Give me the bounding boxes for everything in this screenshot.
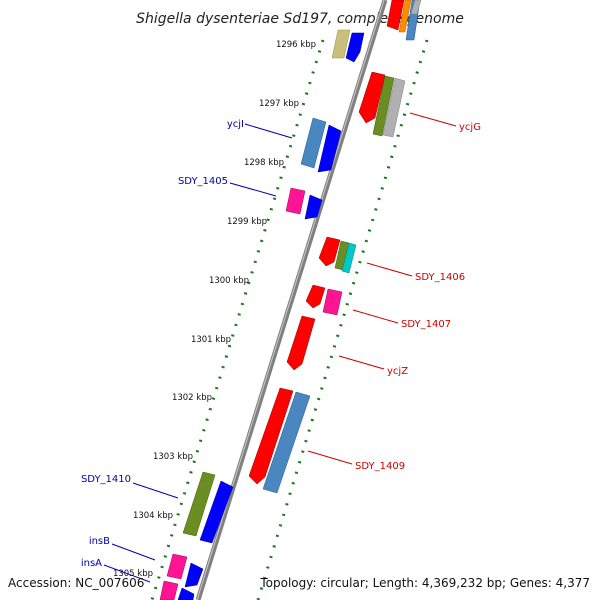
gene-label-ycjZ[interactable]: ycjZ [387,366,408,377]
topology-text: Topology: circular; Length: 4,369,232 bp… [260,576,590,590]
gene-ycjI[interactable] [300,117,327,169]
gene-arrow[interactable] [331,29,351,59]
gene-insB[interactable] [166,553,188,580]
gene-SDY-1406[interactable] [318,236,341,267]
gene-arrow[interactable] [410,0,422,15]
tick-label: 1296 kbp [276,40,316,50]
gene-label-insA[interactable]: insA [81,558,102,569]
gene-SDY-1409[interactable] [248,387,294,485]
gene-arrow[interactable] [398,0,412,33]
gene-label-SDY-1409[interactable]: SDY_1409 [355,461,405,472]
gene-arrow[interactable] [382,77,406,138]
leader-line [409,112,457,127]
tick-label: 1301 kbp [191,335,231,345]
gene-label-ycjI[interactable]: ycjI [227,119,244,130]
gene-arrow[interactable] [304,194,323,220]
gene-arrow[interactable] [386,0,405,31]
tick-label: 1300 kbp [209,276,249,286]
gene-label-SDY-1407[interactable]: SDY_1407 [401,319,451,330]
gene-label-SDY-1406[interactable]: SDY_1406 [415,272,465,283]
tick-label: 1303 kbp [153,452,193,462]
gene-arrow[interactable] [262,391,311,494]
leader-line [244,123,293,139]
leader-line [111,543,156,561]
gene-ycjZ[interactable] [286,315,316,371]
gene-arrow[interactable] [372,75,395,137]
gene-arrow[interactable] [345,32,365,63]
gene-label-insB[interactable]: insB [89,536,110,547]
leader-line [132,482,179,499]
genome-backbone-highlight [196,0,385,600]
gene-SDY-1407[interactable] [305,284,326,309]
accession-text: Accession: NC_007606 [8,576,145,590]
leader-line [352,309,399,324]
gene-SDY-1405[interactable] [285,187,306,215]
gene-arrow[interactable] [199,480,234,544]
gene-arrow[interactable] [184,562,204,588]
gene-label-ycjG[interactable]: ycjG [459,122,481,133]
gene-arrow[interactable] [322,288,343,316]
gene-label-SDY-1405[interactable]: SDY_1405 [178,176,228,187]
tick-label: 1305 kbp [113,569,153,579]
gene-arrow[interactable] [317,124,342,173]
leader-line [229,182,277,197]
gene-arrow[interactable] [341,242,357,274]
gene-label-SDY-1410[interactable]: SDY_1410 [81,474,131,485]
leader-line [366,262,413,277]
leader-line [307,450,353,465]
gene-insA[interactable] [159,580,179,600]
genome-backbone [195,0,388,600]
tick-label: 1297 kbp [259,99,299,109]
leader-line [103,564,151,583]
tick-label: 1298 kbp [244,158,284,168]
gene-ycjG[interactable] [358,71,386,124]
tick-label: 1302 kbp [172,393,212,403]
gene-arrow[interactable] [177,587,195,600]
gene-SDY-1410[interactable] [182,471,216,537]
tick-label: 1299 kbp [227,217,267,227]
tick-label: 1304 kbp [133,511,173,521]
leader-line [338,355,385,370]
